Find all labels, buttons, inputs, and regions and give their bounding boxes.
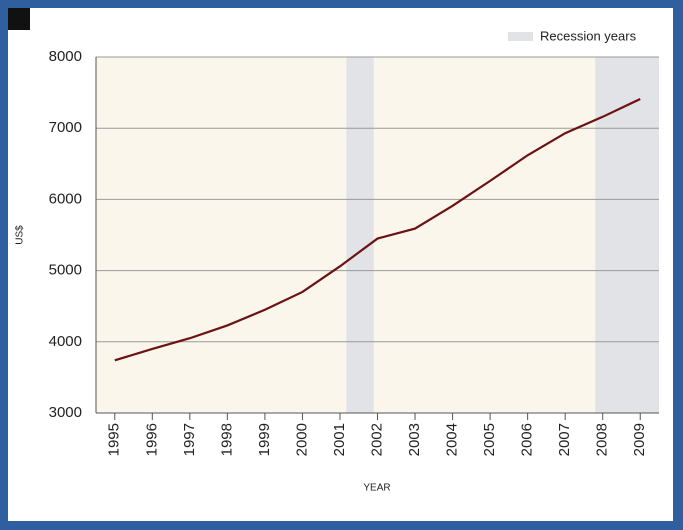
x-tick-label: 2008: [594, 423, 611, 456]
plot-background: [96, 57, 659, 413]
y-tick-label: 3000: [49, 404, 82, 421]
y-tick-label: 4000: [49, 333, 82, 350]
x-tick-label: 1996: [143, 423, 160, 456]
x-axis-label: YEAR: [363, 483, 390, 494]
x-tick-label: 2001: [331, 423, 348, 456]
recession-band: [595, 57, 659, 413]
y-tick-label: 7000: [49, 119, 82, 136]
legend-label: Recession years: [540, 28, 637, 43]
y-tick-label: 8000: [49, 48, 82, 65]
x-tick-label: 2009: [631, 423, 648, 456]
legend-swatch: [508, 32, 533, 41]
y-axis-label: US$: [15, 225, 26, 245]
x-tick-label: 2007: [556, 423, 573, 456]
corner-block: [8, 8, 30, 30]
x-tick-label: 2003: [406, 423, 423, 456]
y-tick-label: 5000: [49, 262, 82, 279]
x-tick-label: 2000: [293, 423, 310, 456]
x-tick-label: 1999: [256, 423, 273, 456]
x-tick-label: 1995: [106, 423, 123, 456]
y-tick-label: 6000: [49, 190, 82, 207]
data-line: [114, 98, 641, 362]
x-tick-label: 1998: [218, 423, 235, 456]
recession-band: [346, 57, 374, 413]
x-tick-label: 2006: [519, 423, 536, 456]
x-tick-label: 2004: [444, 423, 461, 456]
x-tick-label: 2005: [481, 423, 498, 456]
x-tick-label: 1997: [181, 423, 198, 456]
x-tick-label: 2002: [368, 423, 385, 456]
